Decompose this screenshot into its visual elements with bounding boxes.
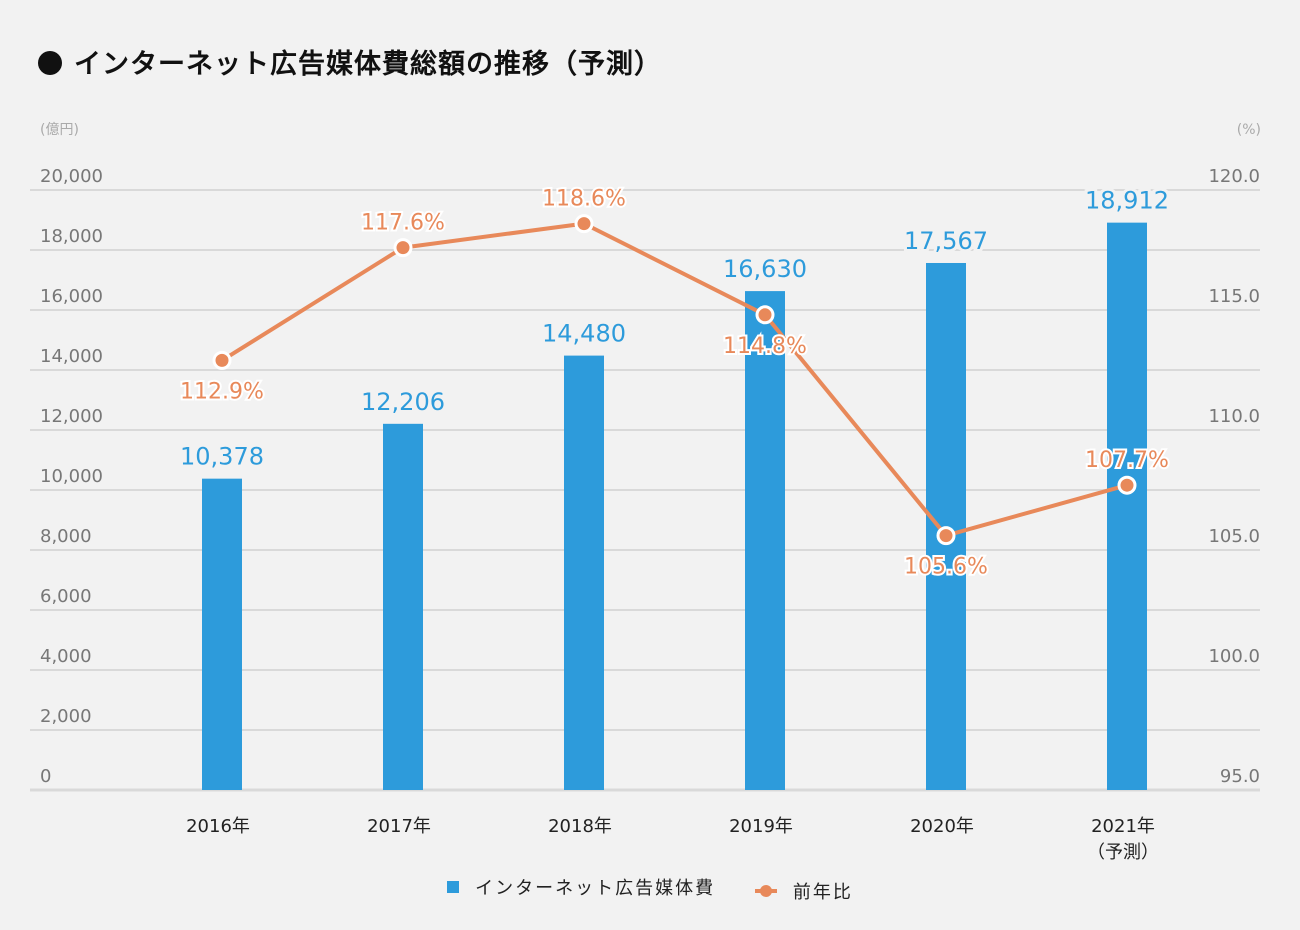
bar-value-label: 18,912 [1085, 187, 1169, 215]
line-point [1117, 475, 1137, 495]
line-value-label: 105.6% [904, 555, 988, 580]
left-axis-tick-label: 16,000 [40, 286, 103, 307]
right-axis-tick-label: 120.0 [1208, 166, 1260, 187]
left-axis-tick-label: 18,000 [40, 226, 103, 247]
bullet-icon [38, 51, 62, 75]
line-value-label: 107.7% [1085, 448, 1169, 473]
x-axis-tick-label: 2017年 [367, 816, 431, 837]
line-point [574, 214, 594, 234]
left-axis-tick-label: 14,000 [40, 346, 103, 367]
x-axis-tick-label: 2021年 [1091, 816, 1155, 837]
line-value-label: 118.6% [542, 187, 626, 212]
line-value-label: 117.6% [361, 211, 445, 236]
left-axis-unit: (億円) [40, 122, 79, 138]
line-point [393, 238, 413, 258]
legend: インターネット広告媒体費 前年比 [0, 874, 1300, 904]
line-series [220, 221, 1128, 538]
bar [1107, 222, 1147, 790]
x-axis-tick-label: 2020年 [910, 816, 974, 837]
x-axis-tick-label: 2019年 [729, 816, 793, 837]
left-axis-tick-label: 0 [40, 766, 51, 787]
bar-value-label: 14,480 [542, 320, 626, 348]
line-value-label: 114.8% [723, 334, 807, 359]
right-axis-tick-label: 95.0 [1220, 766, 1260, 787]
legend-label: 前年比 [792, 882, 853, 903]
left-axis-tick-label: 20,000 [40, 166, 103, 187]
left-axis-tick-label: 10,000 [40, 466, 103, 487]
right-axis-tick-label: 115.0 [1208, 286, 1260, 307]
x-axis-tick-label: 2018年 [548, 816, 612, 837]
line-point [212, 350, 232, 370]
line-point [936, 526, 956, 546]
bar-value-label: 10,378 [180, 443, 264, 471]
left-axis-tick-label: 2,000 [40, 706, 92, 727]
left-axis-tick-label: 4,000 [40, 646, 92, 667]
x-axis-tick-label: 2016年 [186, 816, 250, 837]
chart-title: インターネット広告媒体費総額の推移（予測） [38, 42, 662, 81]
left-axis-tick-label: 8,000 [40, 526, 92, 547]
right-axis-unit: (%) [1237, 122, 1261, 138]
chart-title-text: インターネット広告媒体費総額の推移（予測） [74, 49, 662, 80]
legend-label: インターネット広告媒体費 [475, 878, 716, 899]
line-value-label: 112.9% [180, 379, 264, 404]
line-point [755, 305, 775, 325]
bar [202, 478, 242, 790]
legend-square-icon [447, 881, 460, 893]
bar [564, 355, 604, 790]
right-axis-tick-label: 110.0 [1208, 406, 1260, 427]
legend-line-marker-icon [754, 885, 777, 897]
bar-value-label: 16,630 [723, 255, 807, 283]
bar [745, 291, 785, 790]
left-axis-tick-label: 6,000 [40, 586, 92, 607]
bar [383, 423, 423, 790]
right-axis-tick-label: 100.0 [1208, 646, 1260, 667]
left-axis-tick-label: 12,000 [40, 406, 103, 427]
right-axis-tick-label: 105.0 [1208, 526, 1260, 547]
bar-value-label: 17,567 [904, 227, 988, 255]
bar-value-label: 12,206 [361, 388, 445, 416]
legend-item-line: 前年比 [754, 878, 853, 904]
x-axis-tick-sublabel: （予測） [1087, 842, 1159, 863]
legend-item-bar: インターネット広告媒体費 [447, 874, 715, 900]
